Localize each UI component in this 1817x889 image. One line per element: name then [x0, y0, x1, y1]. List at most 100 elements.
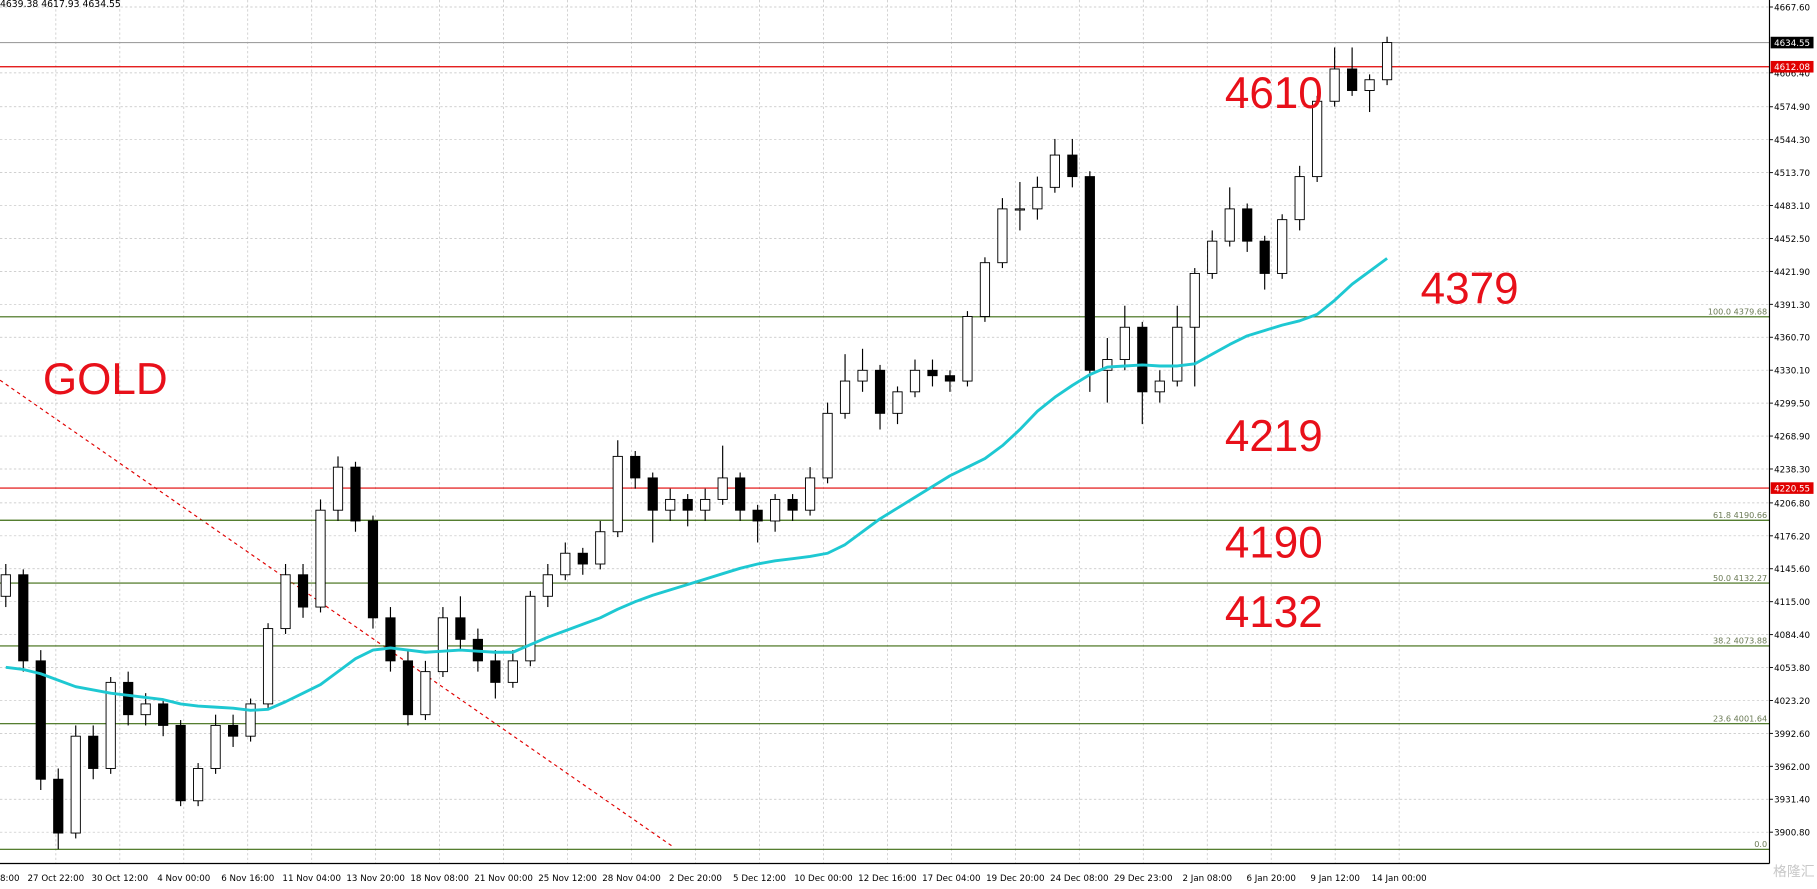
candle-body	[665, 498, 676, 511]
candle-body	[1224, 208, 1235, 242]
candle-body	[158, 703, 169, 726]
x-tick-label: 21 Nov 00:00	[474, 874, 533, 884]
annotation: 4610	[1225, 69, 1323, 118]
annotation: 4219	[1225, 412, 1323, 461]
candle-body	[35, 660, 46, 780]
candle-body	[490, 660, 501, 683]
x-tick-label: 19 Dec 20:00	[986, 874, 1044, 884]
candle-body	[1364, 79, 1375, 91]
candle-body	[752, 509, 763, 522]
candle-body	[909, 369, 921, 393]
candle-body	[1381, 42, 1393, 81]
candle-body	[420, 671, 431, 716]
candle-body	[874, 369, 886, 414]
y-tick-label: 4483.10	[1774, 202, 1810, 212]
candle-body	[315, 509, 326, 608]
candle-body	[175, 724, 186, 802]
candle-body	[1329, 68, 1340, 102]
candle-body	[927, 369, 938, 377]
candle-body	[1312, 100, 1323, 178]
y-tick-label: 4268.90	[1774, 433, 1810, 443]
annotation: 4190	[1225, 519, 1323, 568]
x-tick-label: 10 Dec 00:00	[794, 874, 852, 884]
y-tick-label: 3962.00	[1774, 763, 1810, 773]
y-tick-label: 4452.50	[1774, 235, 1810, 245]
x-tick-label: 13 Nov 20:00	[346, 874, 405, 884]
candle-body	[455, 617, 466, 640]
annotation: 4379	[1421, 265, 1519, 314]
y-tick-label: 4053.80	[1774, 664, 1810, 674]
y-tick-label: 4115.00	[1774, 598, 1810, 608]
x-tick-label: 2 Dec 20:00	[669, 874, 722, 884]
candle-body	[997, 208, 1008, 264]
candle-body	[1067, 154, 1078, 178]
candle-body	[1172, 326, 1183, 382]
candle-body	[962, 316, 973, 382]
x-tick-label: 9 Jan 12:00	[1310, 874, 1359, 884]
candles	[0, 36, 1393, 850]
candle-body	[193, 768, 204, 802]
x-tick-label: 29 Dec 23:00	[1114, 874, 1172, 884]
y-tick-label: 4238.30	[1774, 465, 1810, 475]
candle-body	[892, 391, 903, 414]
candle-body	[402, 660, 414, 716]
candle-body	[53, 778, 64, 834]
x-tick-label: 27 Oct 22:00	[28, 874, 85, 884]
price-tag-label: 4634.55	[1774, 39, 1810, 49]
candle-body	[612, 455, 623, 533]
candle-body	[105, 681, 116, 769]
x-tick-label: 6 Jan 20:00	[1246, 874, 1295, 884]
x-tick-label: 30 Oct 12:00	[92, 874, 149, 884]
x-tick-label: 6 Nov 16:00	[221, 874, 274, 884]
candle-body	[280, 574, 291, 630]
price-tag	[1770, 482, 1814, 494]
trend-line	[0, 379, 673, 847]
y-tick-label: 4421.90	[1774, 268, 1810, 278]
candle-body	[227, 724, 239, 737]
candle-body	[804, 477, 816, 511]
candle-body	[735, 477, 746, 511]
candle-body	[560, 552, 571, 576]
candle-body	[1207, 240, 1218, 274]
fib-label: 23.6 4001.64	[1713, 713, 1767, 723]
candle-body	[245, 703, 256, 737]
candle-body	[367, 520, 379, 619]
ma-line	[5, 257, 1388, 712]
candle-body	[1189, 272, 1200, 328]
candle-body	[839, 380, 851, 414]
candle-body	[262, 628, 274, 705]
y-tick-label: 4606.40	[1774, 69, 1810, 79]
candle-body	[1049, 154, 1060, 188]
price-tag	[1770, 60, 1814, 73]
candle-body	[822, 412, 833, 479]
x-tick-label: 25 Nov 12:00	[538, 874, 597, 884]
price-tag-label: 4220.55	[1774, 485, 1810, 495]
y-tick-label: 4391.30	[1774, 301, 1810, 311]
y-tick-label: 4574.90	[1774, 103, 1810, 113]
candle-body	[525, 595, 536, 662]
x-tick-label: 28 Nov 04:00	[602, 874, 661, 884]
candle-body	[1119, 326, 1130, 361]
candle-body	[682, 498, 693, 511]
x-tick-label: 14 Jan 00:00	[1372, 874, 1427, 884]
y-tick-label: 3931.40	[1774, 796, 1810, 806]
x-tick-label: 4 Nov 00:00	[157, 874, 210, 884]
x-tick-label: 8:00	[0, 874, 20, 884]
candle-body	[770, 498, 781, 522]
candle-body	[1242, 208, 1253, 242]
candle-body	[350, 466, 361, 522]
y-tick-label: 4667.60	[1774, 3, 1810, 13]
y-tick-label: 4206.80	[1774, 499, 1810, 509]
candle-body	[140, 703, 151, 716]
candle-body	[70, 735, 81, 834]
grid	[0, 0, 1770, 864]
y-tick-label: 4360.70	[1774, 334, 1810, 344]
candle-body	[1102, 359, 1113, 371]
price-tag-label: 4612.08	[1774, 63, 1810, 73]
y-tick-label: 4145.60	[1774, 565, 1810, 575]
candle-body	[857, 369, 868, 382]
x-tick-label: 2 Jan 08:00	[1182, 874, 1231, 884]
axis-labels: 4667.60 4606.40 4574.90 4544.30 4513.70 4483.…	[0, 3, 1814, 884]
